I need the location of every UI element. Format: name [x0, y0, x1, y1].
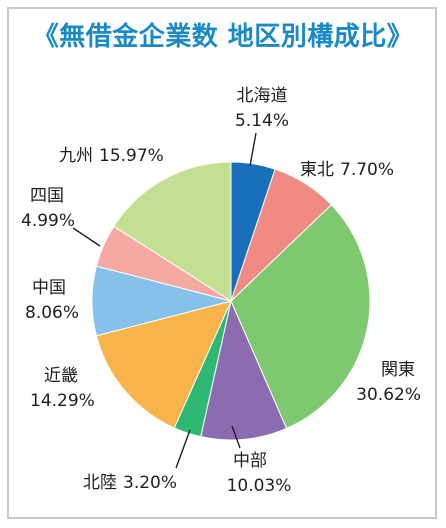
label-hokuriku-name: 北陸	[83, 473, 117, 493]
pie-slices	[91, 161, 371, 441]
label-chugoku-name: 中国	[32, 278, 66, 298]
label-kanto-value: 30.62%	[356, 385, 421, 405]
leader-hokkaido	[249, 132, 257, 167]
pie-slice-9	[113, 161, 232, 302]
label-hokkaido-value: 5.14%	[235, 111, 289, 131]
label-tohoku: 東北 7.70%	[300, 160, 394, 180]
pie-slice-4	[200, 299, 288, 441]
pie-slice-3	[230, 204, 371, 430]
label-shikoku-value: 4.99%	[21, 211, 75, 231]
label-kinki-name: 近畿	[44, 366, 78, 386]
label-shikoku-name: 四国	[30, 186, 64, 206]
pie-slice-6	[95, 300, 232, 429]
label-chubu-value: 10.03%	[227, 476, 292, 496]
label-tohoku-value: 7.70%	[340, 160, 394, 180]
label-tohoku-name: 東北	[300, 160, 334, 180]
label-hokuriku: 北陸 3.20%	[83, 473, 177, 493]
leader-shikoku	[72, 227, 101, 247]
label-kanto-name: 関東	[381, 360, 415, 380]
label-chubu-name: 中部	[233, 451, 267, 471]
label-hokuriku-value: 3.20%	[123, 473, 177, 493]
label-kinki-value: 14.29%	[30, 391, 95, 411]
leader-lines	[72, 132, 257, 469]
leader-hokuriku	[175, 429, 191, 469]
label-kyushu-name: 九州	[59, 146, 93, 166]
label-kyushu: 九州 15.97%	[59, 146, 164, 166]
chart-title: 《無借金企業数 地区別構成比》	[32, 22, 414, 52]
label-chugoku-value: 8.06%	[25, 303, 79, 323]
leader-chubu	[231, 425, 241, 449]
label-kyushu-value: 15.97%	[99, 146, 164, 166]
label-hokkaido-name: 北海道	[237, 86, 288, 106]
